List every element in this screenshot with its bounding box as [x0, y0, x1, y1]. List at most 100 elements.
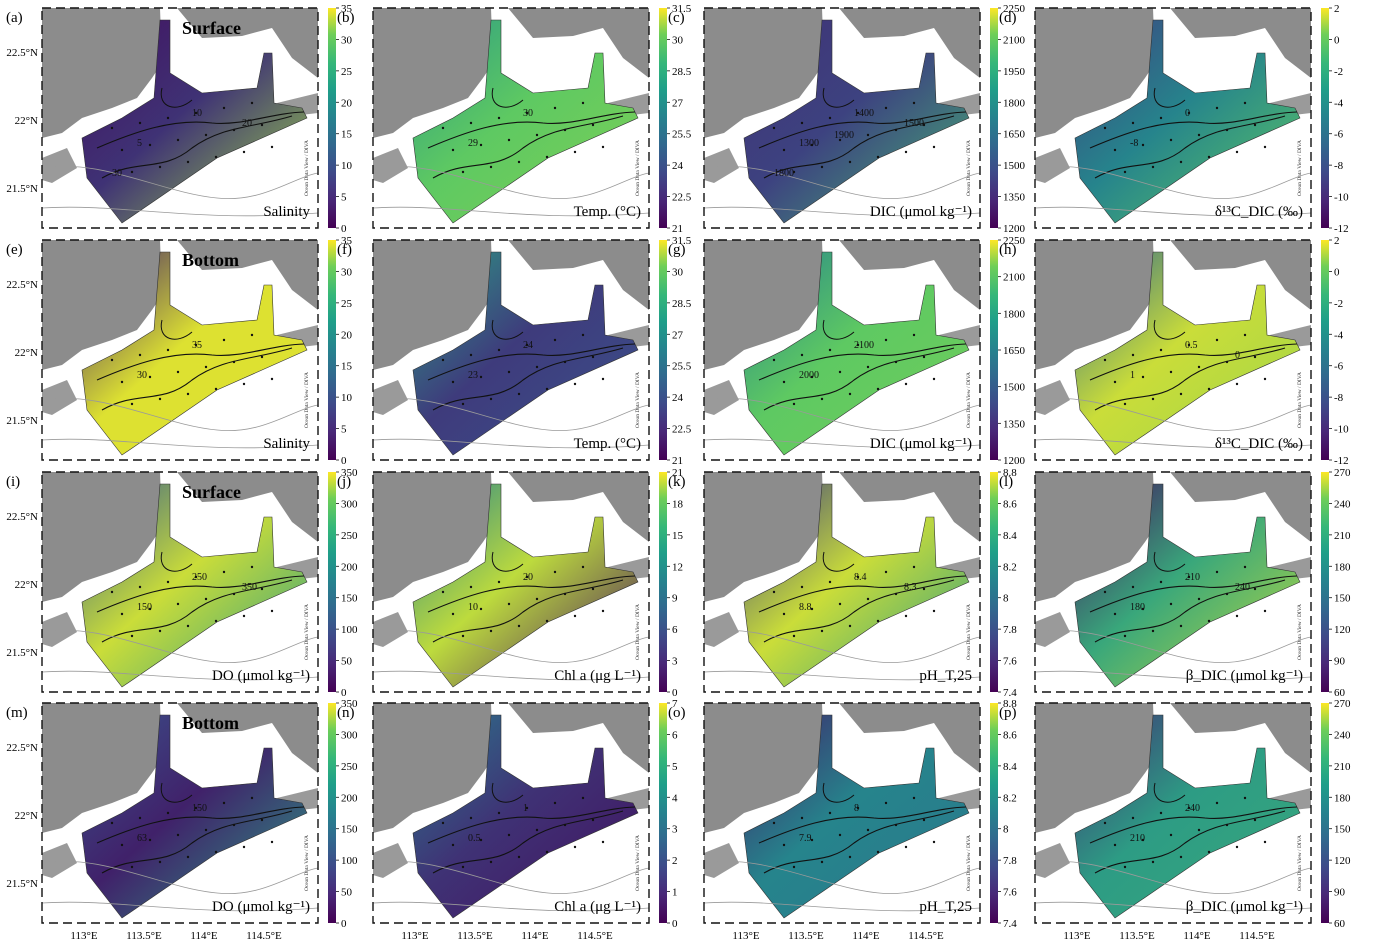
contour-label: 0.5 [468, 833, 481, 844]
station-dot [810, 838, 814, 842]
contour-line [101, 115, 293, 179]
colorbar-tick-label: 7.8 [1003, 855, 1017, 867]
variable-label: pH_T,25 [919, 668, 972, 684]
colorbar-tick-label: 21 [672, 223, 683, 235]
station-dot [1131, 816, 1135, 820]
station-dot [581, 333, 585, 337]
station-dot [838, 370, 842, 374]
colorbar-tick-label: 25.5 [672, 361, 692, 373]
colorbar-tick-label: 28.5 [672, 66, 692, 78]
map-panel: 1300 1400 1500 1800 1900 (c) DIC (μmol kg⁻¹) Oc… [668, 3, 1026, 235]
contour-label: 30 [112, 168, 122, 179]
contour-label: 1500 [904, 118, 924, 129]
station-dot [1103, 358, 1107, 362]
station-dot [828, 580, 832, 584]
colorbar-tick-label: 1200 [1003, 455, 1026, 467]
colorbar-tick-label: 35 [341, 3, 353, 15]
map-panel: 30 35 (e) Bottom Salinity Ocean Data View / D… [6, 235, 353, 467]
map-panel: 180 210 240 (l) β_DIC (μmol kg⁻¹) Ocean Data … [999, 467, 1351, 699]
station-dot [894, 128, 898, 132]
panel-letter: (p) [999, 705, 1017, 721]
station-dot [553, 338, 557, 342]
colorbar-tick-label: 50 [341, 887, 353, 899]
colorbar-tick-label: 1650 [1003, 345, 1026, 357]
contour-line [1153, 782, 1186, 803]
station-dot [232, 592, 236, 596]
station-dot [507, 138, 511, 142]
panel-letter: (h) [999, 242, 1017, 258]
colorbar [990, 472, 998, 692]
station-dot [260, 355, 264, 359]
colorbar-tick-label: 1 [672, 887, 678, 899]
map-panel: 29 30 (b) Temp. (°C) Ocean Data View / DIVA 3… [337, 3, 692, 235]
lon-tick-label: 113.5°E [126, 930, 162, 942]
station-dot [222, 570, 226, 574]
station-dot [158, 397, 162, 401]
colorbar-tick-label: 21 [672, 467, 683, 479]
colorbar-tick-label: 1500 [1003, 382, 1026, 394]
isobath [1035, 901, 1311, 912]
contour-label: 2000 [799, 370, 819, 381]
station-dot [120, 380, 124, 384]
contour-line [96, 806, 305, 844]
contour-line [160, 87, 193, 108]
station-dot [1151, 629, 1155, 633]
station-dot [1215, 570, 1219, 574]
station-dot [214, 155, 218, 159]
lon-tick-label: 113°E [70, 930, 97, 942]
station-dot [507, 602, 511, 606]
station-dot [138, 121, 142, 125]
station-dot [856, 575, 860, 579]
station-dot [1225, 128, 1229, 132]
station-dot [138, 353, 142, 357]
station-dot [1225, 360, 1229, 364]
station-dot [1197, 365, 1201, 369]
station-dot [1179, 160, 1183, 164]
station-dot [489, 629, 493, 633]
contour-line [96, 111, 305, 149]
station-dot [148, 607, 152, 611]
contour-label: 1900 [834, 130, 854, 141]
station-dot [1197, 828, 1201, 832]
panel-frame [703, 7, 981, 229]
station-dot [1141, 143, 1145, 147]
colorbar-tick-label: 8.2 [1003, 561, 1017, 573]
land-mass [373, 8, 649, 138]
station-dot [545, 387, 549, 391]
colorbar-tick-label: -10 [1334, 192, 1349, 204]
station-dot [186, 624, 190, 628]
colorbar-tick-label: 10 [341, 392, 353, 404]
contour-line [101, 347, 293, 411]
station-dot [497, 348, 501, 352]
contour-line [432, 579, 624, 643]
land-mass [42, 8, 318, 138]
island [1035, 843, 1070, 878]
colorbar-tick-label: 27 [672, 97, 684, 109]
contour-line [491, 782, 524, 803]
colorbar-tick-label: 15 [341, 129, 353, 141]
station-dot [479, 838, 483, 842]
station-dot [1123, 865, 1127, 869]
station-dot [1243, 101, 1247, 105]
lon-tick-label: 113.5°E [788, 930, 824, 942]
station-dot [1179, 855, 1183, 859]
station-dot [1197, 133, 1201, 137]
station-dot [866, 365, 870, 369]
contour-line [101, 810, 293, 874]
land-mass [704, 472, 980, 602]
isobath [373, 670, 649, 681]
colorbar [659, 240, 667, 460]
watermark: Ocean Data View / DIVA [304, 140, 310, 196]
colorbar-tick-label: 180 [1334, 561, 1351, 573]
contour-line [1094, 347, 1286, 411]
variable-label: β_DIC (μmol kg⁻¹) [1186, 668, 1303, 684]
isobath [373, 860, 649, 895]
island [704, 380, 739, 415]
station-dot [148, 375, 152, 379]
colorbar-tick-label: 2 [672, 855, 678, 867]
colorbar-tick-label: -12 [1334, 223, 1349, 235]
station-dot [130, 170, 134, 174]
panel-letter: (j) [337, 474, 351, 490]
land-mass [42, 240, 318, 370]
station-dot [866, 133, 870, 137]
